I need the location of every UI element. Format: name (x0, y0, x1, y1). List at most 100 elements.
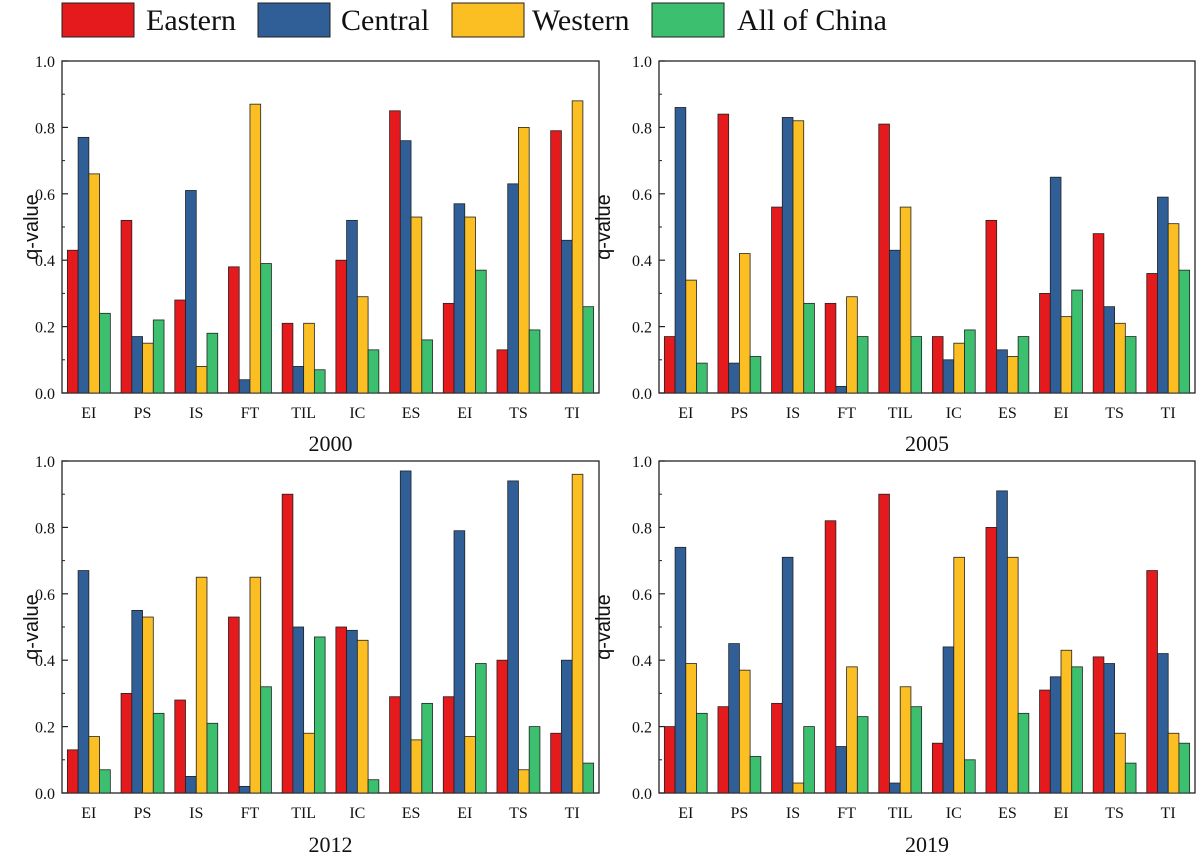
bar-all-of-china-is (803, 302, 815, 394)
legend-swatch-3 (651, 2, 725, 38)
y-axis-label: q-value (593, 594, 615, 660)
y-tick-label: 0.4 (632, 253, 652, 270)
x-tick-label: ES (998, 805, 1017, 822)
bar-eastern-ps (120, 693, 133, 794)
bar-eastern-is (174, 699, 186, 794)
bar-all-of-china-ti (582, 762, 595, 794)
y-tick-label: 0.6 (35, 587, 55, 604)
bar-central-ti (561, 659, 573, 794)
y-tick-label: 0.4 (35, 253, 55, 270)
bar-western-ic (953, 556, 965, 794)
bar-western-ei (464, 736, 476, 794)
bar-central-ic (942, 646, 955, 794)
bar-all-of-china-ei (475, 663, 487, 794)
bar-western-is (792, 120, 805, 394)
bar-all-of-china-ti (1178, 269, 1191, 394)
bar-eastern-ft (228, 616, 240, 794)
bar-eastern-ic (335, 259, 348, 394)
bar-eastern-ei (663, 336, 676, 394)
bar-eastern-ps (717, 706, 730, 794)
chart-title: 2012 (309, 832, 353, 857)
chart-2019: 0.0 0.2 0.4 0.6 0.8 1.0 q-value EI PS IS FT TIL IC ES… (593, 454, 1196, 857)
bar-central-til (889, 249, 901, 394)
bar-eastern-ft (228, 266, 240, 394)
bar-central-is (781, 556, 794, 794)
bar-eastern-ti (1146, 570, 1158, 794)
bar-central-ft (238, 379, 251, 394)
x-tick-label: FT (837, 805, 856, 822)
y-tick-label: 0.8 (632, 520, 652, 537)
bar-central-ts (507, 480, 519, 794)
chart-2012: 0.0 0.2 0.4 0.6 0.8 1.0 q-value EI PS IS FT TIL IC ES… (21, 454, 600, 857)
bar-western-ei (685, 279, 697, 394)
bar-eastern-ts (496, 349, 509, 394)
bar-all-of-china-ic (367, 349, 380, 394)
bar-central-ic (942, 359, 955, 394)
x-tick-label: PS (134, 805, 152, 822)
x-tick-label: IS (786, 805, 800, 822)
bar-western-ic (356, 296, 369, 394)
x-tick-label: TI (565, 405, 580, 422)
bar-central-til (889, 782, 901, 794)
bar-western-til (899, 686, 912, 794)
bar-eastern-til (878, 123, 890, 394)
bar-all-of-china-ei (696, 362, 708, 394)
chart-title: 2000 (309, 431, 353, 456)
bar-eastern-ei (442, 302, 455, 394)
y-tick-label: 0.4 (632, 653, 652, 670)
bar-western-ts (518, 127, 530, 394)
y-tick-label: 0.2 (632, 720, 652, 737)
bar-all-of-china-ft (856, 716, 869, 794)
bar-western-is (195, 366, 208, 394)
bar-all-of-china-ti (1178, 742, 1191, 794)
x-tick-label: IC (946, 405, 962, 422)
bar-central-ei (77, 136, 90, 394)
bar-all-of-china-es (421, 702, 433, 794)
bar-western-ft (249, 103, 262, 394)
x-tick-label: TIL (888, 805, 913, 822)
bar-all-of-china-is (803, 726, 815, 794)
bar-eastern-es (389, 110, 401, 394)
bar-all-of-china-ti (582, 306, 595, 394)
bar-western-ei (464, 216, 476, 394)
bar-all-of-china-ei (1071, 666, 1083, 794)
bar-central-ic (346, 629, 358, 794)
y-tick-label: 0.8 (632, 120, 652, 137)
bar-central-ts (507, 183, 519, 394)
bar-eastern-ic (335, 626, 348, 794)
bar-western-ei (1060, 316, 1073, 394)
y-tick-label: 0.6 (632, 187, 652, 204)
bar-all-of-china-ft (260, 686, 272, 794)
x-tick-label: FT (241, 805, 260, 822)
x-tick-label: TIL (291, 405, 316, 422)
chart-title: 2005 (905, 431, 949, 456)
bar-eastern-ps (120, 219, 133, 394)
bar-central-es (996, 349, 1008, 394)
bar-western-is (195, 576, 208, 794)
x-tick-label: PS (134, 405, 152, 422)
bar-western-ft (249, 576, 262, 794)
bar-all-of-china-ei (99, 769, 111, 794)
bar-all-of-china-ts (1124, 336, 1137, 394)
x-tick-label: ES (402, 405, 421, 422)
x-tick-label: TS (509, 405, 528, 422)
x-tick-label: TI (565, 805, 580, 822)
bar-all-of-china-til (313, 636, 326, 794)
legend-label-3: All of China (737, 4, 887, 37)
y-tick-label: 1.0 (632, 54, 652, 71)
bar-western-ti (571, 100, 584, 394)
bar-eastern-ic (931, 742, 944, 794)
bar-central-ps (131, 336, 143, 394)
bar-eastern-ei (66, 249, 79, 394)
bar-eastern-ic (931, 336, 944, 394)
bar-western-ts (518, 769, 530, 794)
bar-western-es (410, 739, 423, 794)
bar-all-of-china-ps (749, 756, 762, 794)
bar-western-ps (739, 669, 751, 794)
y-axis-label: q-value (593, 194, 615, 260)
legend-label-2: Western (532, 4, 630, 37)
bar-central-is (781, 117, 794, 394)
bar-all-of-china-til (910, 336, 923, 394)
x-tick-label: TS (1105, 805, 1124, 822)
